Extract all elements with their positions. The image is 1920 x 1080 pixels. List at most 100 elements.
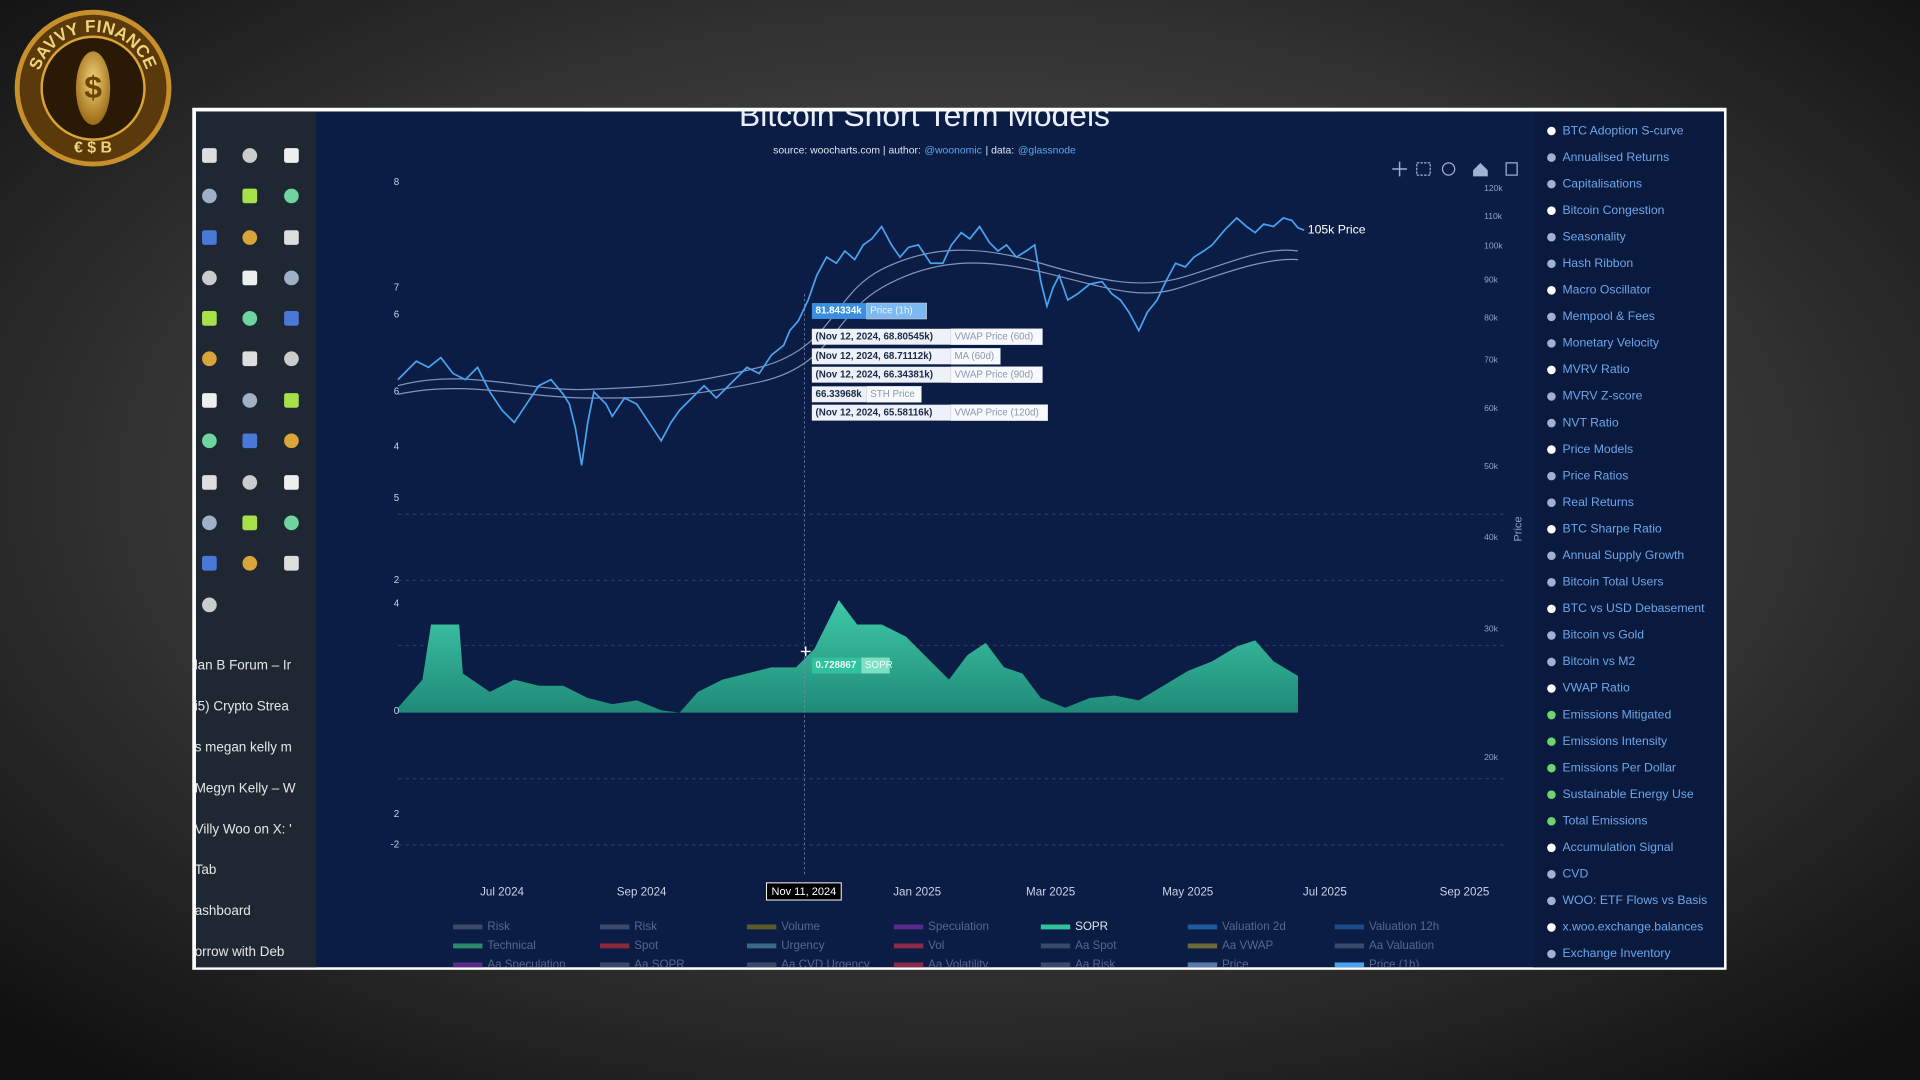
browser-tab[interactable]: Villy Woo on X: ': [195, 821, 292, 836]
legend-item[interactable]: Price: [1222, 958, 1249, 971]
home-icon[interactable]: [1473, 162, 1488, 177]
legend-swatch[interactable]: [893, 943, 924, 949]
legend-swatch[interactable]: [746, 924, 777, 930]
legend-item[interactable]: SOPR: [1075, 920, 1108, 933]
tab-icon[interactable]: [202, 515, 217, 531]
indicator-item[interactable]: Hash Ribbon: [1562, 256, 1633, 270]
indicator-item[interactable]: WOO: ETF Flows vs Basis: [1562, 893, 1707, 907]
legend-swatch[interactable]: [600, 962, 630, 968]
legend-item[interactable]: Technical: [487, 939, 535, 952]
legend-item[interactable]: Aa CVD Urgency: [781, 958, 870, 971]
indicator-item[interactable]: NVT Ratio: [1562, 415, 1618, 429]
indicator-item[interactable]: CVD: [1562, 867, 1588, 881]
indicator-item[interactable]: Bitcoin Total Users: [1562, 575, 1663, 589]
tab-icon[interactable]: [202, 270, 217, 286]
pan-icon[interactable]: [1392, 161, 1407, 177]
legend-swatch[interactable]: [893, 962, 924, 968]
indicator-item[interactable]: Exchange Inventory: [1562, 946, 1671, 960]
tab-icon[interactable]: [242, 311, 258, 326]
legend-item[interactable]: Aa Risk: [1075, 958, 1115, 971]
legend-item[interactable]: Risk: [634, 920, 657, 933]
tab-icon[interactable]: [202, 188, 217, 204]
browser-tab[interactable]: lan B Forum – Ir: [195, 658, 292, 673]
tab-icon[interactable]: [202, 230, 217, 245]
tab-icon[interactable]: [284, 515, 299, 531]
legend-item[interactable]: Vol: [928, 939, 944, 952]
indicator-item[interactable]: VWAP Ratio: [1562, 681, 1630, 695]
indicator-item[interactable]: Price Models: [1562, 442, 1633, 456]
indicator-item[interactable]: MVRV Z-score: [1562, 389, 1642, 403]
legend-swatch[interactable]: [453, 943, 483, 949]
indicator-item[interactable]: Price Ratios: [1562, 468, 1628, 482]
indicator-item[interactable]: Emissions Intensity: [1562, 734, 1668, 748]
legend-item[interactable]: Aa Volatility: [928, 958, 988, 971]
select-icon[interactable]: [1416, 162, 1431, 176]
browser-tab[interactable]: s megan kelly m: [195, 739, 292, 754]
legend-item[interactable]: Aa Speculation: [487, 958, 565, 971]
legend-item[interactable]: Price (1h): [1369, 958, 1420, 971]
lasso-icon[interactable]: [1441, 162, 1456, 176]
legend-swatch[interactable]: [1334, 962, 1365, 968]
indicator-item[interactable]: Annualised Returns: [1562, 150, 1669, 164]
tab-icon[interactable]: [242, 393, 258, 408]
legend-item[interactable]: Aa SOPR: [634, 958, 684, 971]
tab-icon[interactable]: [202, 351, 217, 367]
tab-icon[interactable]: [284, 393, 299, 408]
tab-icon[interactable]: [284, 433, 299, 449]
legend-swatch[interactable]: [453, 962, 483, 968]
tab-icon[interactable]: [202, 555, 217, 571]
indicator-item[interactable]: Mempool & Fees: [1562, 309, 1654, 323]
indicator-item[interactable]: Bitcoin Congestion: [1562, 203, 1664, 217]
legend-item[interactable]: Spot: [634, 939, 659, 952]
indicator-item[interactable]: Emissions Mitigated: [1562, 707, 1671, 721]
indicator-item[interactable]: Bitcoin vs M2: [1562, 654, 1635, 668]
menu-icon[interactable]: [1505, 162, 1518, 176]
tab-icon[interactable]: [202, 475, 217, 490]
tab-icon[interactable]: [202, 311, 217, 326]
browser-tab[interactable]: Megyn Kelly – W: [195, 780, 296, 795]
legend-item[interactable]: Aa Valuation: [1369, 939, 1434, 952]
tab-icon[interactable]: [242, 433, 258, 449]
tab-icon[interactable]: [242, 270, 258, 286]
tab-icon[interactable]: [202, 433, 217, 449]
legend-swatch[interactable]: [1187, 943, 1218, 949]
tab-icon[interactable]: [284, 148, 299, 163]
tab-icon[interactable]: [242, 230, 258, 245]
tab-icon[interactable]: [284, 475, 299, 490]
indicator-item[interactable]: Total Emissions: [1562, 813, 1647, 827]
tab-icon[interactable]: [284, 311, 299, 326]
tab-icon[interactable]: [284, 188, 299, 204]
browser-tab[interactable]: orrow with Deb: [195, 944, 285, 959]
indicator-item[interactable]: Accumulation Signal: [1562, 840, 1673, 854]
legend-swatch[interactable]: [893, 924, 924, 930]
legend-swatch[interactable]: [1187, 924, 1218, 930]
indicator-item[interactable]: BTC Sharpe Ratio: [1562, 521, 1661, 535]
tab-icon[interactable]: [284, 351, 299, 367]
legend-item[interactable]: Volume: [781, 920, 820, 933]
legend-item[interactable]: Urgency: [781, 939, 824, 952]
legend-swatch[interactable]: [1040, 924, 1071, 930]
legend-swatch[interactable]: [1040, 943, 1071, 949]
legend-item[interactable]: Valuation 2d: [1222, 920, 1286, 933]
legend-swatch[interactable]: [1187, 962, 1218, 968]
legend-item[interactable]: Risk: [487, 920, 510, 933]
tab-icon[interactable]: [242, 148, 258, 163]
legend-swatch[interactable]: [600, 943, 630, 949]
subtitle-part[interactable]: @glassnode: [1018, 145, 1076, 156]
indicator-item[interactable]: Emissions Per Dollar: [1562, 760, 1676, 774]
tab-icon[interactable]: [284, 270, 299, 286]
legend-swatch[interactable]: [453, 924, 483, 930]
indicator-item[interactable]: Real Returns: [1562, 495, 1633, 509]
tab-icon[interactable]: [242, 555, 258, 571]
indicator-item[interactable]: Macro Oscillator: [1562, 283, 1650, 297]
subtitle-part[interactable]: @woonomic: [925, 145, 982, 156]
indicator-item[interactable]: Annual Supply Growth: [1562, 548, 1684, 562]
indicator-item[interactable]: Monetary Velocity: [1562, 336, 1659, 350]
tab-icon[interactable]: [242, 475, 258, 490]
legend-swatch[interactable]: [746, 943, 777, 949]
browser-tab[interactable]: ashboard: [195, 903, 251, 918]
legend-swatch[interactable]: [600, 924, 630, 930]
legend-item[interactable]: Speculation: [928, 920, 989, 933]
browser-tab[interactable]: Tab: [195, 862, 217, 877]
legend-item[interactable]: Valuation 12h: [1369, 920, 1439, 933]
